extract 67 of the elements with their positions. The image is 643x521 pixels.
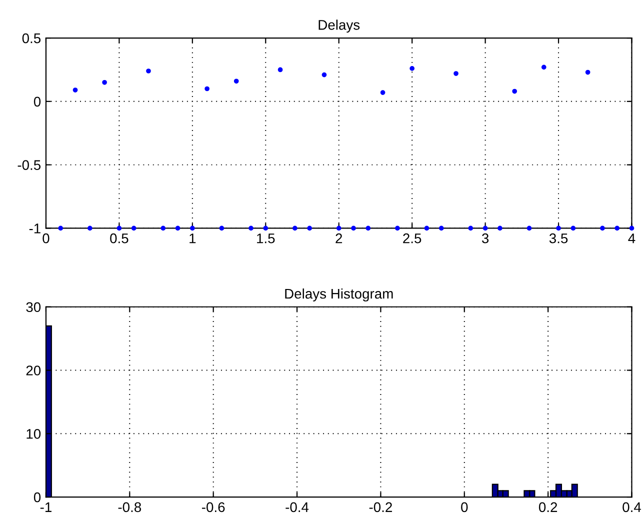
y-tick-label: 20	[26, 366, 41, 376]
point	[454, 71, 458, 76]
point	[438, 226, 444, 231]
chart-title: Delays	[318, 20, 360, 33]
point	[395, 226, 400, 231]
x-tick-label: 0	[42, 233, 50, 244]
x-tick-label: -0.8	[118, 502, 142, 512]
x-tick-label: 0.5	[110, 233, 128, 244]
point	[526, 226, 532, 231]
x-tick-label: 4	[628, 234, 636, 244]
x-tick-label: 3	[482, 233, 489, 244]
point	[116, 226, 122, 231]
point	[175, 226, 180, 231]
x-tick-label: 3.5	[549, 233, 568, 244]
point	[263, 226, 268, 231]
point	[72, 88, 78, 92]
x-tick-label: -0.6	[202, 502, 225, 512]
x-tick-label: 0.4	[622, 502, 641, 512]
point	[204, 86, 210, 92]
point	[482, 226, 488, 231]
y-tick-label: 0	[34, 492, 41, 502]
point	[322, 72, 327, 78]
point	[160, 226, 166, 231]
point	[292, 226, 298, 231]
point	[58, 226, 64, 231]
point	[87, 226, 92, 231]
y-tick-label: 0.5	[22, 33, 41, 44]
point	[190, 226, 195, 231]
x-tick-label: 1.5	[257, 234, 275, 244]
y-tick-label: 0	[34, 96, 41, 107]
point	[336, 226, 342, 231]
y-tick-label: 30	[26, 302, 41, 312]
y-tick-label: -0.5	[18, 160, 41, 170]
point	[410, 66, 415, 71]
x-tick-label: 2	[336, 233, 342, 244]
x-tick-label: 1	[190, 234, 196, 244]
point	[307, 226, 312, 231]
point	[131, 226, 136, 231]
point	[556, 226, 561, 231]
point	[629, 226, 634, 231]
chart-title: Delays Histogram	[285, 288, 393, 302]
point	[278, 67, 283, 72]
point	[234, 78, 239, 84]
point	[570, 226, 576, 231]
point	[351, 226, 356, 231]
point	[600, 226, 605, 231]
point	[366, 226, 371, 231]
y-tick-label: -1	[29, 224, 40, 234]
point	[146, 68, 151, 74]
point	[248, 226, 254, 231]
point	[102, 80, 107, 85]
point	[380, 90, 386, 95]
x-tick-label: 2.5	[403, 233, 422, 244]
point	[512, 88, 518, 94]
x-tick-label: -1	[40, 502, 52, 512]
point	[219, 226, 224, 231]
point	[498, 226, 502, 231]
y-tick-label: 10	[26, 428, 41, 439]
point	[541, 64, 546, 70]
point	[585, 70, 590, 75]
x-tick-label: 0.2	[538, 502, 558, 512]
x-tick-label: 0	[461, 502, 468, 512]
point	[424, 226, 430, 231]
point	[468, 226, 474, 231]
x-tick-label: -0.2	[369, 502, 392, 512]
point	[614, 226, 620, 231]
x-tick-label: -0.4	[286, 502, 309, 512]
